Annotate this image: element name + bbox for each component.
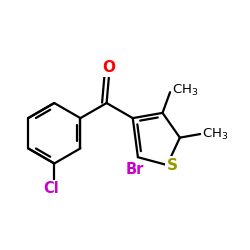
Text: S: S [166, 158, 177, 172]
Text: Br: Br [126, 162, 144, 177]
Text: CH$_3$: CH$_3$ [202, 126, 229, 142]
Text: O: O [102, 60, 115, 75]
Text: Cl: Cl [43, 181, 59, 196]
Text: CH$_3$: CH$_3$ [172, 83, 199, 98]
